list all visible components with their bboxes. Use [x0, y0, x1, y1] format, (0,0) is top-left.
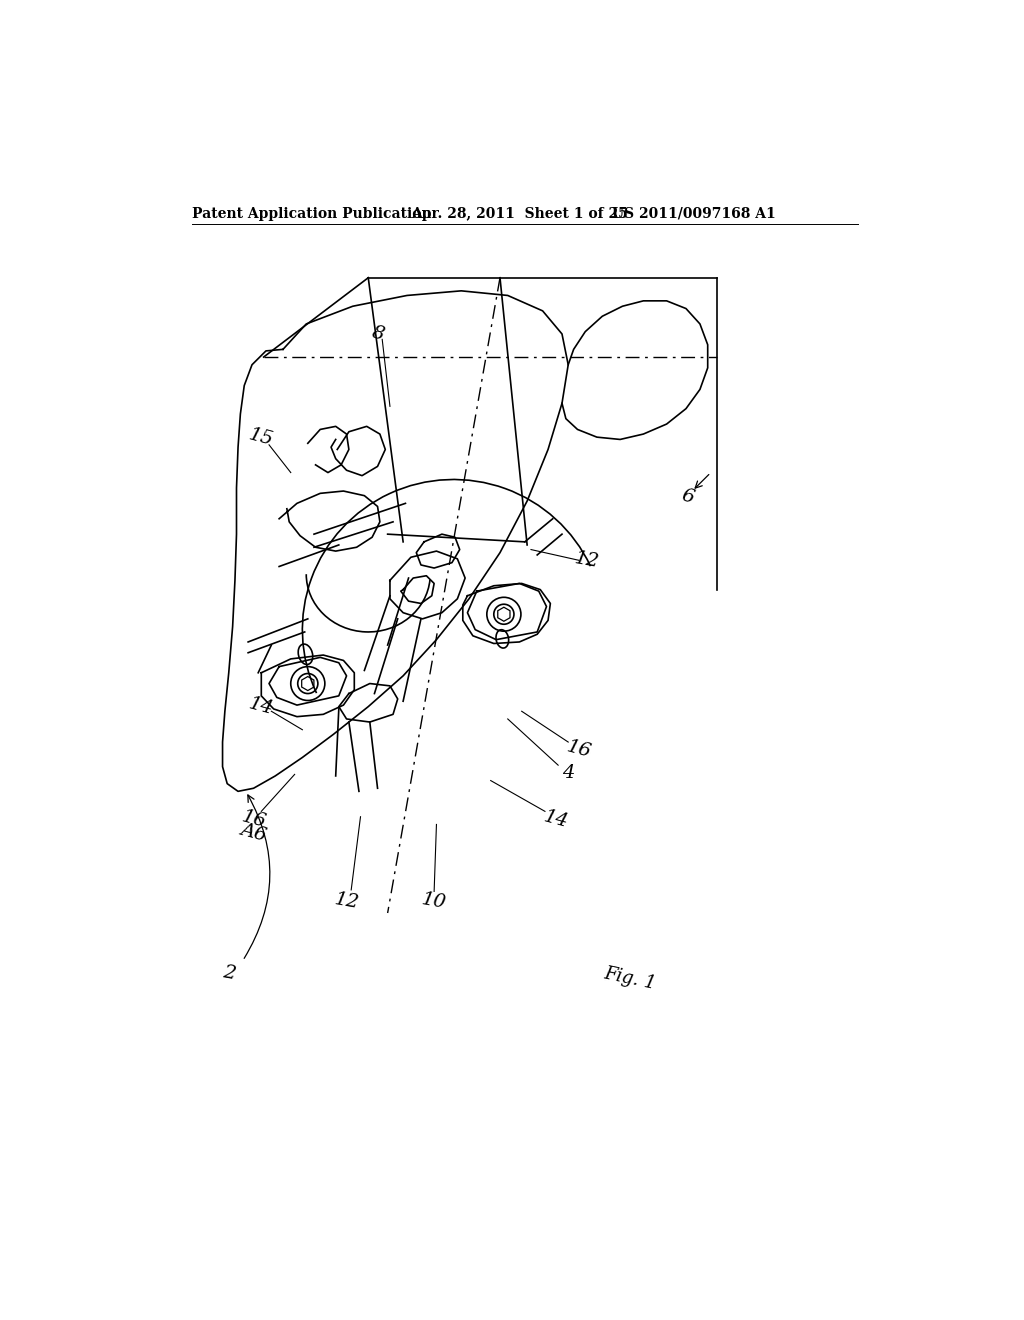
Text: 16: 16: [565, 738, 593, 762]
Text: 10: 10: [421, 891, 447, 912]
Text: 2: 2: [221, 964, 237, 983]
Text: 12: 12: [573, 549, 600, 572]
Text: 14: 14: [542, 807, 570, 832]
Text: 4: 4: [562, 764, 574, 781]
Text: 15: 15: [247, 425, 275, 449]
Text: 16: 16: [240, 807, 268, 832]
Text: A6: A6: [239, 820, 268, 845]
Text: 14: 14: [247, 694, 275, 718]
Text: 8: 8: [370, 323, 386, 345]
Text: 6: 6: [679, 487, 696, 507]
Text: Apr. 28, 2011  Sheet 1 of 25: Apr. 28, 2011 Sheet 1 of 25: [411, 207, 628, 220]
Text: Patent Application Publication: Patent Application Publication: [191, 207, 431, 220]
Text: US 2011/0097168 A1: US 2011/0097168 A1: [612, 207, 776, 220]
Text: Fig. 1: Fig. 1: [602, 964, 657, 993]
FancyArrowPatch shape: [244, 795, 270, 958]
Text: 12: 12: [333, 891, 360, 912]
